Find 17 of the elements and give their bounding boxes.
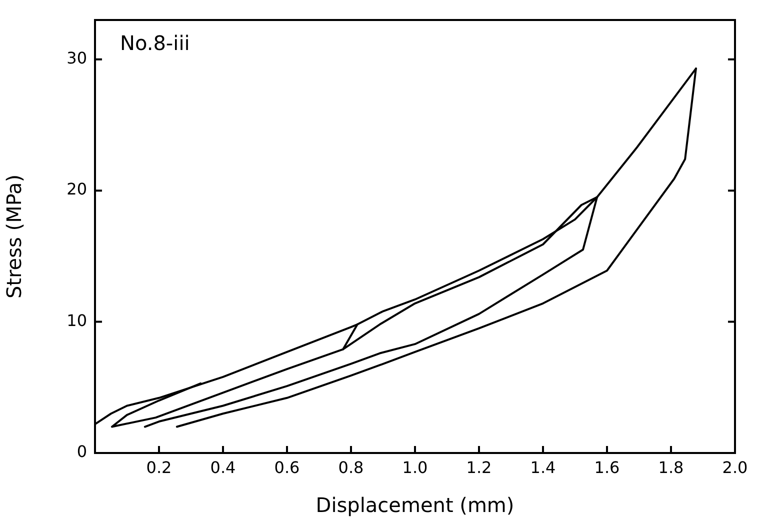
y-tick-label: 20 bbox=[66, 180, 87, 199]
x-tick-label: 0.8 bbox=[338, 458, 364, 477]
x-tick-label: 0.6 bbox=[274, 458, 300, 477]
x-tick-label: 2.0 bbox=[722, 458, 748, 477]
y-tick-label: 30 bbox=[66, 48, 87, 68]
x-tick-label: 1.6 bbox=[594, 458, 620, 477]
x-tick-label: 0.2 bbox=[146, 458, 172, 477]
y-tick-label: 0 bbox=[76, 442, 87, 462]
x-tick-label: 1.0 bbox=[402, 458, 428, 477]
x-tick-label: 1.8 bbox=[658, 458, 684, 477]
annotation: No.8-iii bbox=[120, 31, 190, 56]
y-axis-title: Stress (MPa) bbox=[2, 174, 26, 299]
y-tick-label: 10 bbox=[66, 310, 87, 330]
x-tick-label: 0.4 bbox=[210, 458, 236, 477]
x-axis-title: Displacement (mm) bbox=[316, 493, 514, 518]
x-tick-label: 1.2 bbox=[466, 458, 492, 477]
x-tick-label: 1.4 bbox=[530, 458, 556, 477]
